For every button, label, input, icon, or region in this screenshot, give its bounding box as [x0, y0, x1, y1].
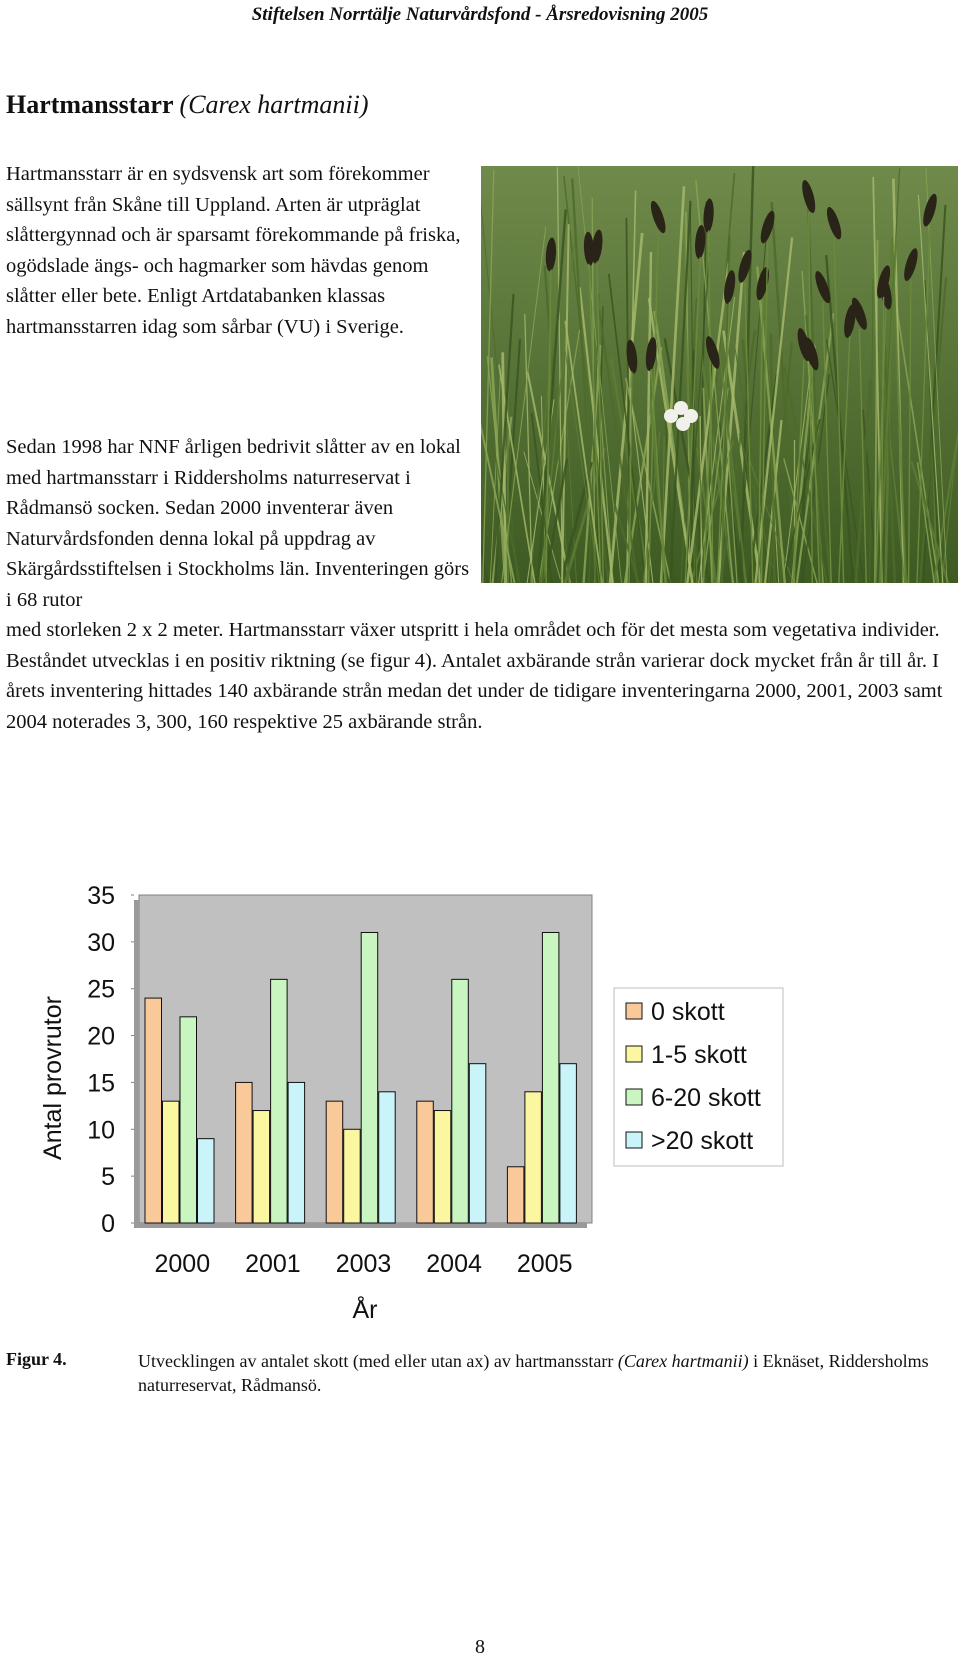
- bar: [378, 1091, 396, 1224]
- bar-chart: 0 5 10 15 20 25 30 35 2000 2001 2003 2004 2005 År Anta…: [0, 880, 960, 1340]
- y-tick-label: 25: [87, 976, 115, 1004]
- y-tick-label: 10: [87, 1116, 115, 1144]
- y-tick-label: 0: [101, 1210, 115, 1238]
- caption-text: Utvecklingen av antalet skott (med eller…: [138, 1351, 618, 1371]
- caption-text-end: i Eknäset, Riddersholms naturreservat, R…: [138, 1351, 929, 1395]
- bar: [416, 1100, 434, 1224]
- legend-label: 6-20 skott: [651, 1084, 761, 1112]
- bar: [360, 931, 379, 1224]
- paragraph-inventory: med storleken 2 x 2 meter. Hartmansstarr…: [6, 619, 943, 733]
- figure-label: Figur 4.: [6, 1349, 67, 1369]
- bar: [343, 1128, 361, 1224]
- white-flower: [664, 401, 698, 431]
- x-tick-label: 2004: [426, 1250, 482, 1278]
- x-tick-label: 2005: [517, 1250, 573, 1278]
- bar: [433, 1110, 452, 1224]
- bar: [144, 997, 162, 1224]
- plot-wall-side: [134, 900, 139, 1228]
- x-tick-label: 2000: [154, 1250, 210, 1278]
- bar: [287, 1081, 306, 1224]
- title-latin: (Carex hartmanii): [179, 90, 369, 119]
- plot-floor: [134, 1223, 587, 1228]
- y-tick-label: 35: [87, 882, 115, 910]
- legend-label: 1-5 skott: [651, 1041, 747, 1069]
- figure-caption: Utvecklingen av antalet skott (med eller…: [138, 1349, 948, 1397]
- bar: [468, 1063, 487, 1224]
- section-title: Hartmansstarr (Carex hartmanii): [6, 90, 369, 120]
- bar: [325, 1100, 344, 1224]
- bar: [162, 1100, 180, 1224]
- bar: [506, 1166, 525, 1224]
- legend-swatch: [625, 1045, 643, 1063]
- bar: [179, 1016, 197, 1224]
- legend-swatch: [625, 1088, 643, 1106]
- bar: [541, 931, 560, 1224]
- x-tick-label: 2001: [245, 1250, 301, 1278]
- bar: [524, 1091, 542, 1224]
- bar: [252, 1110, 271, 1224]
- y-tick-label: 20: [87, 1023, 115, 1051]
- y-axis-label: Antal provrutor: [39, 996, 67, 1160]
- bar: [235, 1081, 253, 1224]
- bar: [451, 978, 469, 1224]
- sedge-spikes: [545, 180, 937, 583]
- page-header: Stiftelsen Norrtälje Naturvårdsfond - År…: [251, 4, 709, 25]
- sedge-photo: [481, 166, 958, 583]
- x-axis-label: År: [353, 1294, 378, 1324]
- y-tick-label: 30: [87, 929, 115, 957]
- bar: [270, 978, 288, 1224]
- paragraph-intro: Hartmansstarr är en sydsvensk art som fö…: [6, 163, 461, 338]
- x-tick-label: 2003: [336, 1250, 392, 1278]
- page-number: 8: [475, 1636, 485, 1658]
- caption-latin: (Carex hartmanii): [617, 1351, 749, 1371]
- y-tick-label: 15: [87, 1069, 115, 1097]
- title-name: Hartmansstarr: [6, 90, 180, 119]
- legend-swatch: [625, 1002, 643, 1020]
- bar: [197, 1138, 215, 1224]
- bar: [559, 1063, 577, 1224]
- legend-label: >20 skott: [651, 1127, 753, 1155]
- paragraph-history: Sedan 1998 har NNF årligen bedrivit slåt…: [6, 436, 470, 611]
- legend-swatch: [625, 1131, 643, 1149]
- y-tick-label: 5: [101, 1163, 115, 1191]
- legend-label: 0 skott: [651, 998, 725, 1026]
